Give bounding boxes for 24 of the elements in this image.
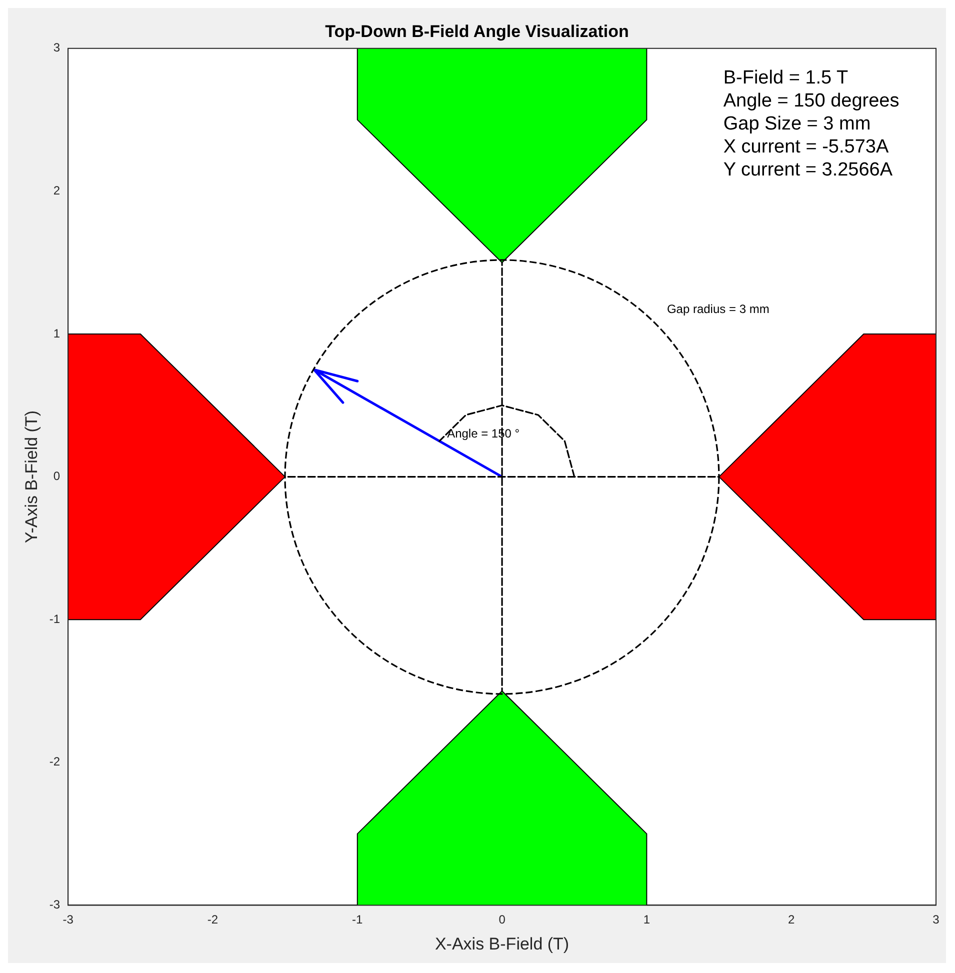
y-axis-title: Y-Axis B-Field (T) <box>22 410 41 544</box>
annotation: Gap Size = 3 mm <box>723 114 871 135</box>
y-tick-label: 2 <box>53 184 60 198</box>
x-tick-label: 2 <box>788 912 795 927</box>
annotation: Gap radius = 3 mm <box>666 302 770 316</box>
chart-title: Top-Down B-Field Angle Visualization <box>325 22 629 41</box>
x-tick-label: 0 <box>498 912 506 927</box>
y-tick-label: -2 <box>49 754 60 769</box>
x-tick-label: -1 <box>352 912 364 927</box>
x-tick-label: 3 <box>932 912 940 927</box>
annotation: B-Field = 1.5 T <box>723 68 849 89</box>
y-tick-label: 3 <box>53 40 60 55</box>
x-tick-label: -3 <box>62 912 74 927</box>
y-tick-label: -3 <box>49 898 60 912</box>
annotation: Angle = 150 degrees <box>723 90 900 112</box>
y-tick-label: 1 <box>53 326 60 340</box>
y-tick-label: -1 <box>49 612 60 626</box>
x-tick-label: -2 <box>207 912 218 927</box>
annotation: X current = -5.573A <box>723 136 889 158</box>
annotation: Angle = 150 ° <box>447 426 520 440</box>
annotation: Y current = 3.2566A <box>723 160 893 181</box>
x-axis-title: X-Axis B-Field (T) <box>434 934 570 954</box>
y-tick-label: 0 <box>53 469 60 484</box>
x-tick-label: 1 <box>643 912 650 927</box>
